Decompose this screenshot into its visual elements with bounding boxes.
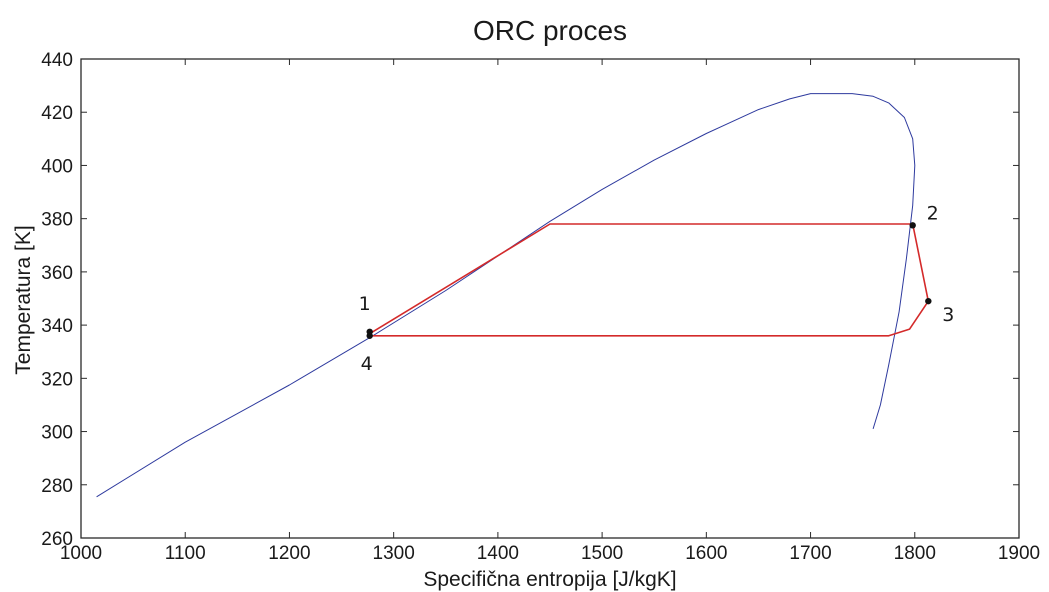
x-tick-label: 1100 [165,543,206,564]
x-tick-label: 1300 [373,543,415,564]
y-axis-label: Temperatura [K] [12,225,35,374]
y-tick-label: 340 [41,316,73,337]
y-tick-label: 420 [41,103,73,124]
y-tick-label: 440 [41,50,73,71]
x-tick-label: 1400 [477,543,519,564]
x-tick-label: 1500 [581,543,623,564]
x-tick-label: 1200 [268,543,310,564]
x-tick-label: 1700 [789,543,831,564]
y-tick-label: 260 [41,529,73,550]
state-point-2 [909,222,916,229]
saturation-dome-line [96,93,916,498]
state-point-label-3: 3 [942,304,954,326]
y-tick-label: 400 [41,156,73,177]
y-tick-label: 280 [41,476,73,497]
x-tick-label: 1000 [60,543,102,564]
plot-frame [80,58,1020,539]
state-point-3 [925,297,932,305]
y-tick-label: 380 [41,210,73,231]
y-tick-label: 360 [41,263,73,284]
state-point-label-2: 2 [927,202,939,224]
x-tick-label: 1600 [685,543,727,564]
x-tick-label: 1800 [894,543,936,564]
state-point-4 [366,332,373,339]
chart-title: ORC proces [473,15,627,46]
x-tick-label: 1900 [998,543,1040,564]
state-point-label-1: 1 [359,293,371,315]
x-axis-label: Specifična entropija [J/kgK] [423,568,676,591]
y-tick-label: 320 [41,369,73,390]
y-tick-label: 300 [41,423,73,444]
state-point-label-4: 4 [361,353,373,375]
